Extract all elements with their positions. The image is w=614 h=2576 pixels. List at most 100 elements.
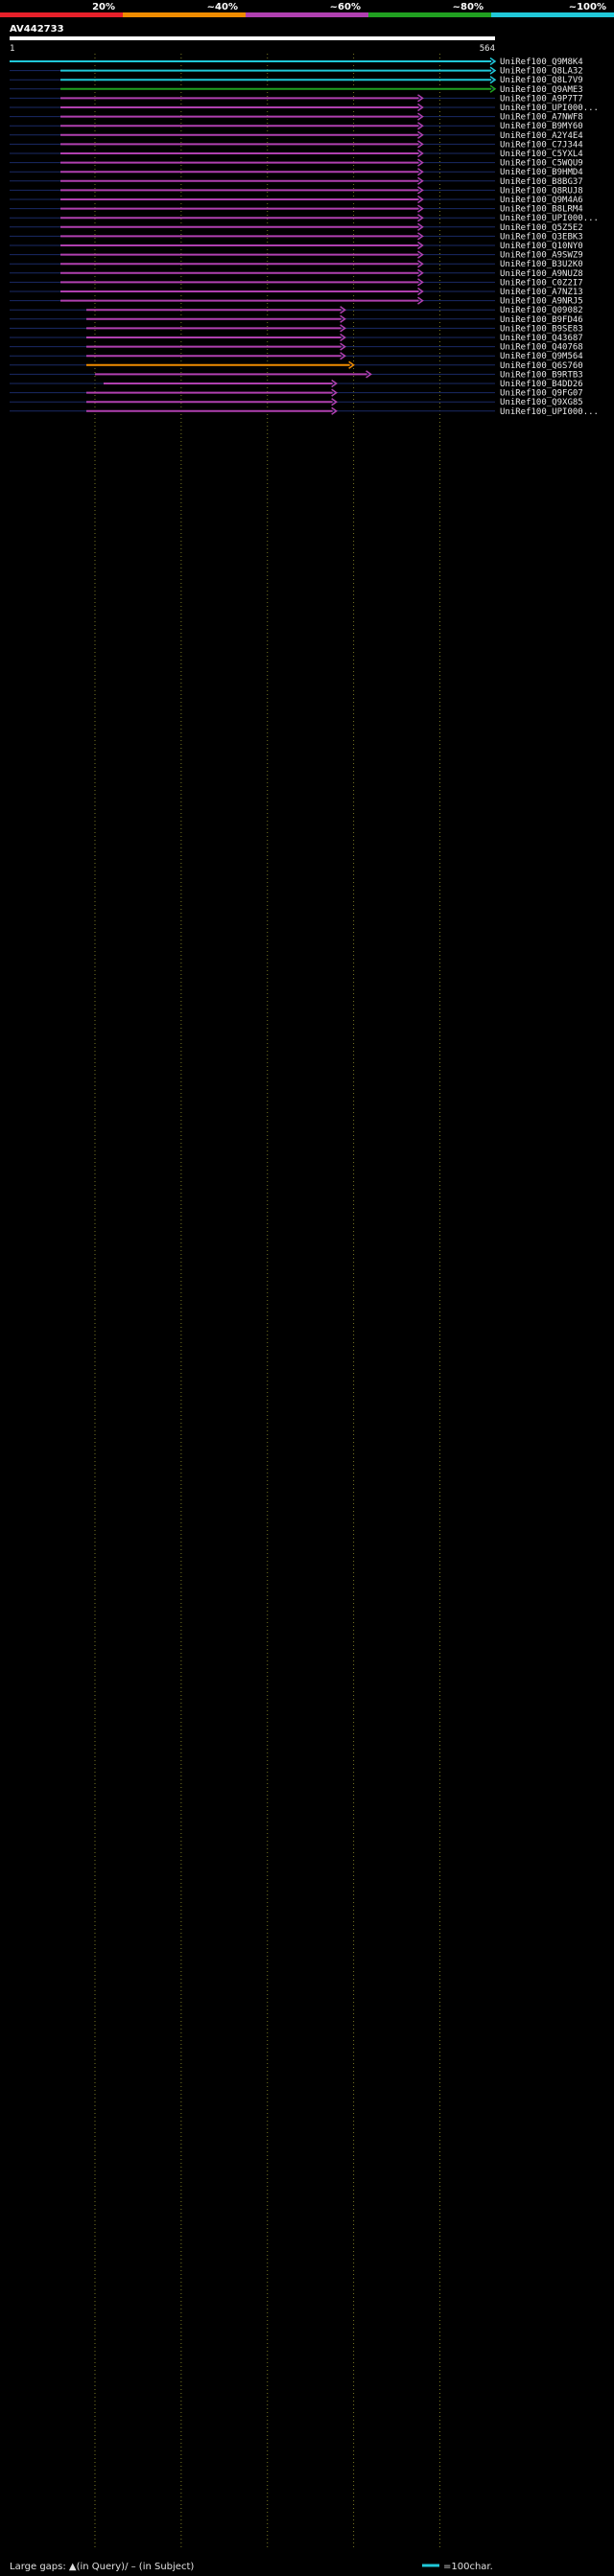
alignment-row[interactable]: UniRef100_UPI000...: [10, 103, 599, 113]
hit-arrow-icon: [348, 360, 355, 369]
legend-swatch: [0, 12, 123, 17]
hit-label[interactable]: UniRef100_B8LRM4: [500, 205, 583, 215]
hit-label[interactable]: UniRef100_Q9FG07: [500, 389, 583, 399]
hit-arrow-icon: [331, 406, 338, 415]
hit-label[interactable]: UniRef100_Q10NY0: [500, 242, 583, 251]
hit-label[interactable]: UniRef100_B4DD26: [500, 380, 583, 389]
hit-arrow-icon: [417, 260, 424, 268]
alignment-row[interactable]: UniRef100_Q9FG07: [10, 388, 583, 399]
alignment-row[interactable]: UniRef100_Q8LA32: [10, 66, 583, 77]
hit-label[interactable]: UniRef100_A9SWZ9: [500, 251, 583, 261]
hit-label[interactable]: UniRef100_Q09082: [500, 306, 583, 315]
hit-label[interactable]: UniRef100_C0Z2I7: [500, 278, 583, 288]
alignment-row[interactable]: UniRef100_A9NRJ5: [10, 296, 583, 307]
alignment-row[interactable]: UniRef100_C0Z2I7: [10, 278, 583, 288]
alignment-row[interactable]: UniRef100_Q09082: [10, 306, 583, 315]
hit-label[interactable]: UniRef100_Q9XG85: [500, 398, 583, 407]
hit-arrow-icon: [417, 278, 424, 287]
alignment-row[interactable]: UniRef100_B9MY60: [10, 122, 583, 131]
alignment-row[interactable]: UniRef100_Q43687: [10, 333, 583, 343]
hit-label[interactable]: UniRef100_A2Y4E4: [500, 131, 583, 141]
alignment-row[interactable]: UniRef100_B9RTB3: [10, 370, 583, 380]
hit-arrow-icon: [417, 140, 424, 149]
alignment-row[interactable]: UniRef100_Q9M8K4: [10, 57, 583, 67]
hit-label[interactable]: UniRef100_Q3EBK3: [500, 232, 583, 242]
grid-lines: [94, 54, 440, 2550]
hit-label[interactable]: UniRef100_A9P7T7: [500, 94, 583, 104]
hit-label[interactable]: UniRef100_Q40768: [500, 343, 583, 353]
alignment-row[interactable]: UniRef100_Q5Z5E2: [10, 222, 583, 233]
hit-label[interactable]: UniRef100_A9NRJ5: [500, 297, 583, 307]
alignment-row[interactable]: UniRef100_A9SWZ9: [10, 250, 583, 261]
identity-legend: 20% ~40% ~60% ~80% ~100%: [0, 2, 614, 17]
hit-arrow-icon: [417, 268, 424, 277]
alignment-row[interactable]: UniRef100_B9SE83: [10, 324, 583, 334]
hit-label[interactable]: UniRef100_Q5Z5E2: [500, 223, 583, 233]
alignment-row[interactable]: UniRef100_B3U2K0: [10, 260, 583, 269]
hit-label[interactable]: UniRef100_A7NWF8: [500, 113, 583, 123]
alignment-row[interactable]: UniRef100_Q9M4A6: [10, 195, 583, 205]
hit-arrow-icon: [340, 333, 346, 342]
hit-label[interactable]: UniRef100_Q9AME3: [500, 85, 583, 95]
hit-label[interactable]: UniRef100_UPI000...: [500, 407, 599, 417]
hit-label[interactable]: UniRef100_A9NUZ8: [500, 269, 583, 279]
alignment-row[interactable]: UniRef100_C5WQU9: [10, 158, 583, 169]
hit-arrow-icon: [417, 296, 424, 305]
hit-label[interactable]: UniRef100_C7J344: [500, 140, 583, 150]
hit-label[interactable]: UniRef100_B9SE83: [500, 324, 583, 334]
hit-label[interactable]: UniRef100_Q9M4A6: [500, 196, 583, 205]
hit-label[interactable]: UniRef100_B9RTB3: [500, 370, 583, 380]
alignment-row[interactable]: UniRef100_Q3EBK3: [10, 232, 583, 242]
alignment-row[interactable]: UniRef100_A7NWF8: [10, 112, 583, 123]
hit-label[interactable]: UniRef100_B9MY60: [500, 122, 583, 131]
hit-label[interactable]: UniRef100_B8BG37: [500, 177, 583, 187]
alignment-row[interactable]: UniRef100_Q9XG85: [10, 398, 583, 407]
hit-label[interactable]: UniRef100_Q8RUJ8: [500, 186, 583, 196]
hit-label[interactable]: UniRef100_C5WQU9: [500, 159, 583, 169]
legend-label: 20%: [92, 2, 115, 12]
hit-arrow-icon: [489, 76, 497, 84]
hit-arrow-icon: [417, 112, 424, 121]
alignment-row[interactable]: UniRef100_Q10NY0: [10, 241, 583, 251]
alignment-row[interactable]: UniRef100_Q6S760: [10, 360, 583, 371]
hit-arrow-icon: [340, 324, 346, 333]
alignment-row[interactable]: UniRef100_A7NZ13: [10, 287, 583, 297]
hit-label[interactable]: UniRef100_C5YXL4: [500, 150, 583, 159]
hit-label[interactable]: UniRef100_B9HMD4: [500, 168, 583, 177]
hit-arrow-icon: [417, 149, 424, 158]
alignment-row[interactable]: UniRef100_B8BG37: [10, 176, 583, 187]
alignment-row[interactable]: UniRef100_UPI000...: [10, 406, 599, 417]
hit-label[interactable]: UniRef100_UPI000...: [500, 214, 599, 223]
alignment-row[interactable]: UniRef100_UPI000...: [10, 214, 599, 223]
hit-label[interactable]: UniRef100_B3U2K0: [500, 260, 583, 269]
hit-label[interactable]: UniRef100_Q9M564: [500, 352, 583, 361]
hit-label[interactable]: UniRef100_Q8LA32: [500, 67, 583, 77]
hit-label[interactable]: UniRef100_Q6S760: [500, 361, 583, 371]
alignment-row[interactable]: UniRef100_Q8RUJ8: [10, 186, 583, 196]
alignment-row[interactable]: UniRef100_A2Y4E4: [10, 130, 583, 141]
alignment-row[interactable]: UniRef100_B9FD46: [10, 314, 583, 325]
alignment-row[interactable]: UniRef100_C5YXL4: [10, 149, 583, 159]
alignment-row[interactable]: UniRef100_Q9AME3: [10, 84, 583, 95]
alignment-row[interactable]: UniRef100_C7J344: [10, 140, 583, 150]
alignment-row[interactable]: UniRef100_A9NUZ8: [10, 268, 583, 279]
hit-label[interactable]: UniRef100_A7NZ13: [500, 288, 583, 297]
alignment-row[interactable]: UniRef100_B4DD26: [10, 379, 583, 389]
scale-label: =100char.: [443, 2562, 493, 2572]
alignment-row[interactable]: UniRef100_B9HMD4: [10, 168, 583, 177]
hit-label[interactable]: UniRef100_Q43687: [500, 334, 583, 343]
chart-title: AV442733: [10, 24, 64, 35]
hit-arrow-icon: [417, 214, 424, 222]
alignment-row[interactable]: UniRef100_A9P7T7: [10, 94, 583, 104]
hit-label[interactable]: UniRef100_Q9M8K4: [500, 58, 583, 67]
alignment-row[interactable]: UniRef100_Q40768: [10, 342, 583, 353]
alignment-row[interactable]: UniRef100_Q9M564: [10, 352, 583, 361]
hit-label[interactable]: UniRef100_Q8L7V9: [500, 76, 583, 85]
hit-label[interactable]: UniRef100_B9FD46: [500, 315, 583, 325]
alignment-row[interactable]: UniRef100_Q8L7V9: [10, 76, 583, 85]
hit-arrow-icon: [417, 195, 424, 204]
legend-swatch: [491, 12, 614, 17]
hit-arrow-icon: [489, 66, 497, 75]
hit-label[interactable]: UniRef100_UPI000...: [500, 104, 599, 113]
alignment-row[interactable]: UniRef100_B8LRM4: [10, 204, 583, 215]
